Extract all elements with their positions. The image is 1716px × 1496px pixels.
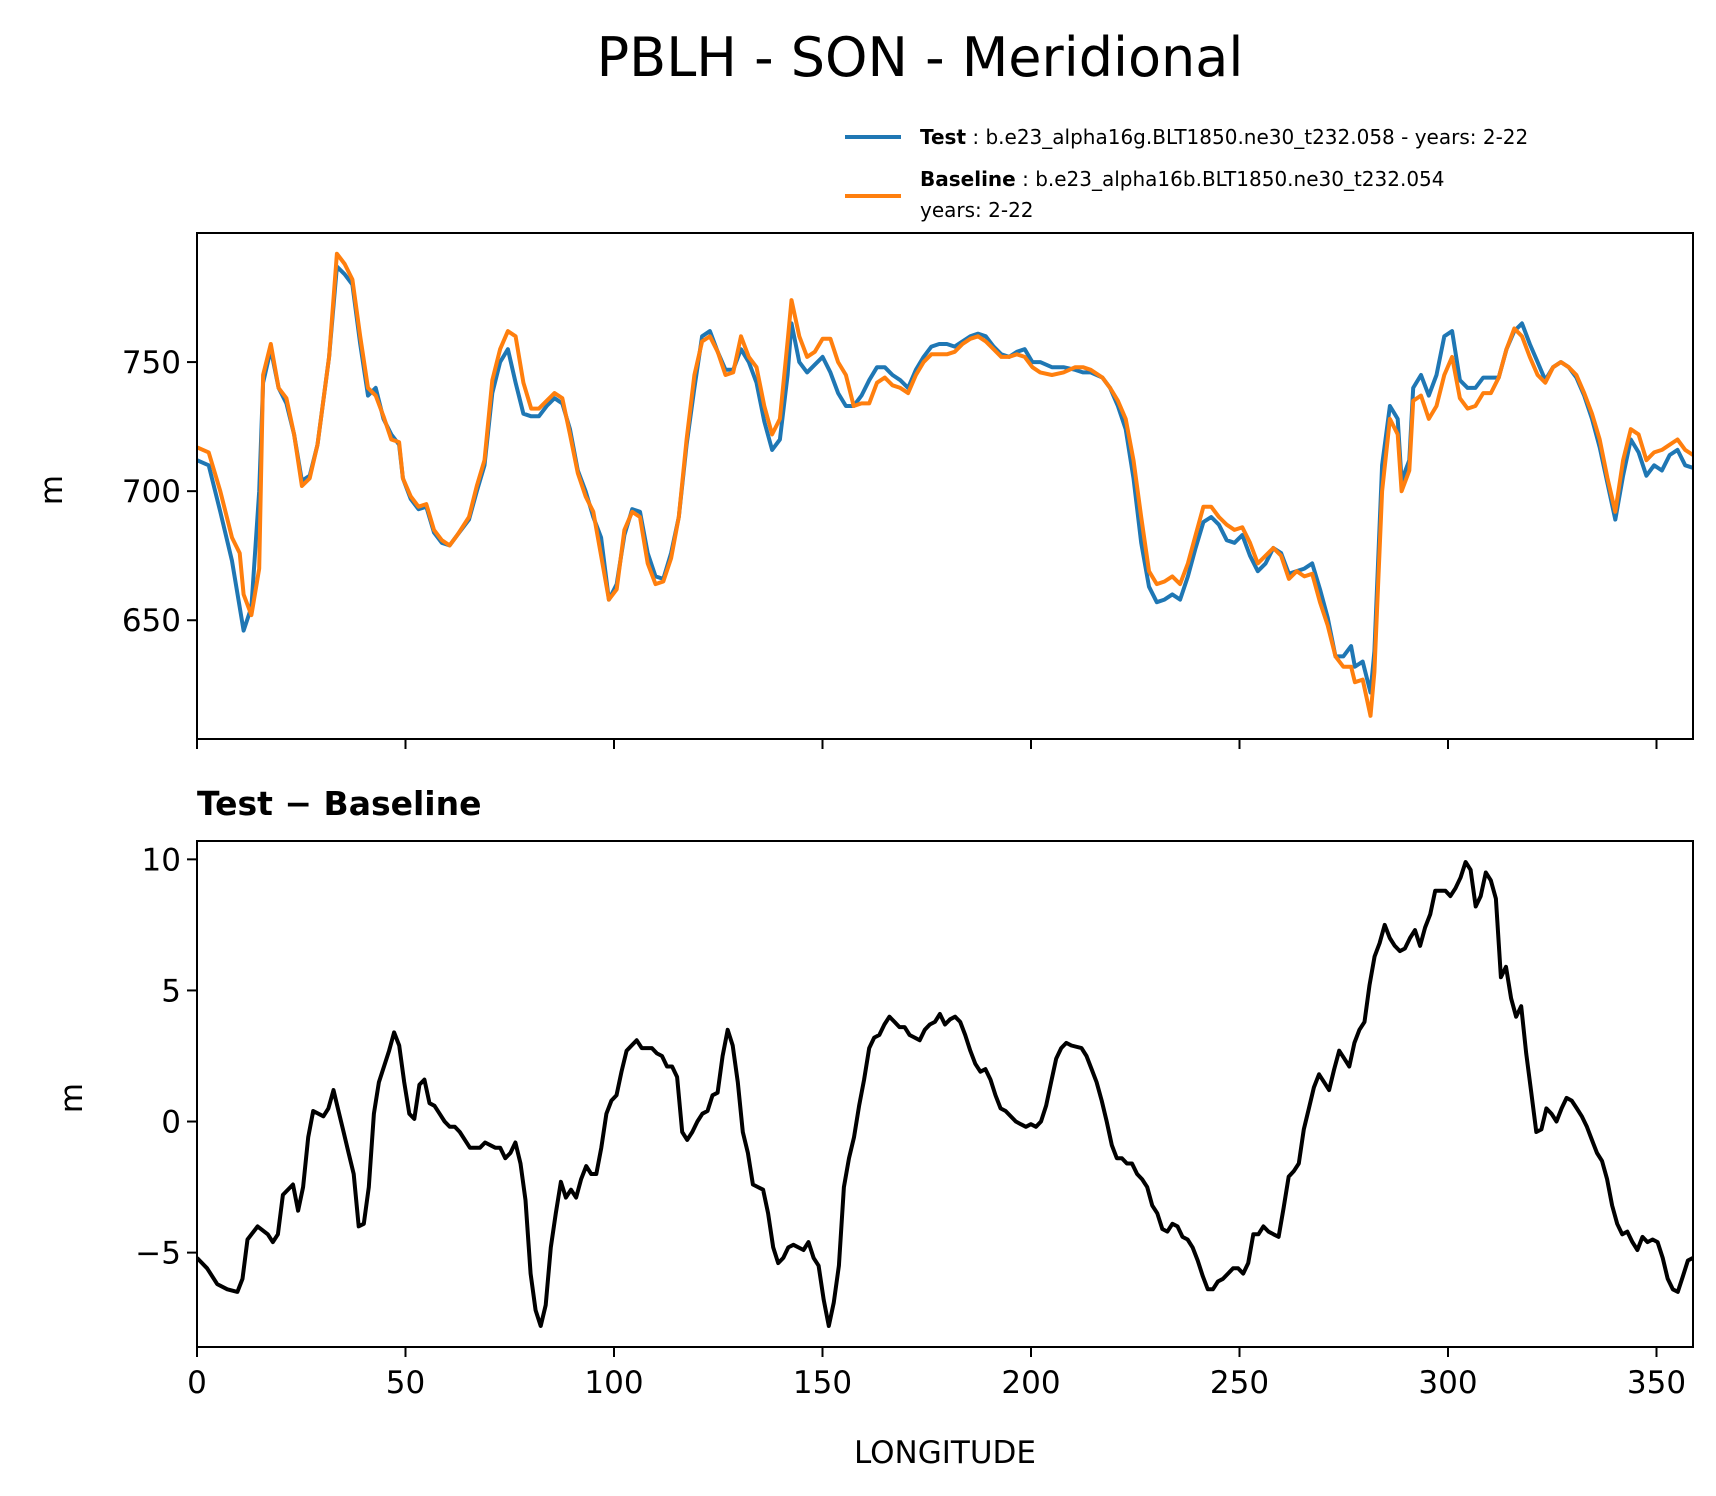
bottom-x-axis-ticks: 0 50 100 150 200 250 300 350 <box>187 1347 1686 1401</box>
x-tick-label: 100 <box>584 1365 643 1401</box>
legend-baseline-years: years: 2-22 <box>920 198 1034 222</box>
bottom-y-axis-label: m <box>54 1083 90 1113</box>
top-x-axis-ticks <box>196 739 1658 749</box>
top-panel: m 650 700 750 <box>34 232 1694 749</box>
bottom-panel: Test − Baseline m 0 50 100 150 200 250 300 350 … <box>54 784 1694 1471</box>
x-tick-label: 50 <box>386 1365 425 1401</box>
bottom-y-axis-ticks: −5 0 5 10 <box>135 842 197 1272</box>
legend-baseline-desc: : b.e23_alpha16b.BLT1850.ne30_t232.054 <box>1022 167 1444 191</box>
bottom-plot-series <box>197 860 1693 1328</box>
legend-test-desc: : b.e23_alpha16g.BLT1850.ne30_t232.058 -… <box>972 125 1528 149</box>
top-y-tick-label: 700 <box>122 474 181 510</box>
bottom-series-line-difference <box>197 860 1693 1328</box>
x-tick-label: 250 <box>1210 1365 1269 1401</box>
x-tick-label: 300 <box>1418 1365 1477 1401</box>
legend: Test : b.e23_alpha16g.BLT1850.ne30_t232.… <box>845 125 1528 222</box>
bottom-y-tick-label: 5 <box>161 973 181 1009</box>
x-axis-label: LONGITUDE <box>854 1435 1036 1471</box>
x-tick-label: 200 <box>1001 1365 1060 1401</box>
top-plot-frame <box>196 232 1694 740</box>
top-plot-series <box>197 251 1693 718</box>
bottom-y-tick-label: 10 <box>142 842 181 878</box>
top-y-tick-label: 750 <box>122 345 181 381</box>
bottom-y-tick-label: 0 <box>161 1105 181 1141</box>
bottom-y-tick-label: −5 <box>135 1236 181 1272</box>
chart-title: PBLH - SON - Meridional <box>597 26 1244 89</box>
top-series-line-test <box>197 264 1693 695</box>
x-tick-label: 350 <box>1627 1365 1686 1401</box>
top-y-axis-label: m <box>34 475 70 505</box>
legend-baseline-name: Baseline <box>920 167 1016 191</box>
legend-test-label: Test : b.e23_alpha16g.BLT1850.ne30_t232.… <box>920 125 1528 149</box>
legend-test-name: Test <box>920 125 966 149</box>
legend-baseline-label: Baseline : b.e23_alpha16b.BLT1850.ne30_t… <box>920 167 1445 191</box>
top-series-line-baseline <box>197 251 1693 718</box>
top-y-axis-ticks: 650 700 750 <box>122 345 197 639</box>
bottom-panel-title: Test − Baseline <box>197 784 482 823</box>
x-tick-label: 150 <box>793 1365 852 1401</box>
x-tick-label: 0 <box>187 1365 207 1401</box>
top-y-tick-label: 650 <box>122 603 181 639</box>
bottom-plot-frame <box>196 840 1694 1348</box>
